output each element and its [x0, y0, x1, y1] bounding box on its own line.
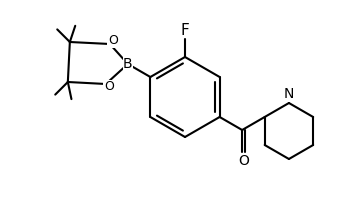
Text: O: O — [108, 34, 118, 47]
Text: O: O — [104, 80, 114, 93]
Text: F: F — [181, 23, 189, 38]
Text: B: B — [123, 57, 133, 71]
Text: O: O — [238, 154, 249, 168]
Text: N: N — [284, 87, 294, 101]
